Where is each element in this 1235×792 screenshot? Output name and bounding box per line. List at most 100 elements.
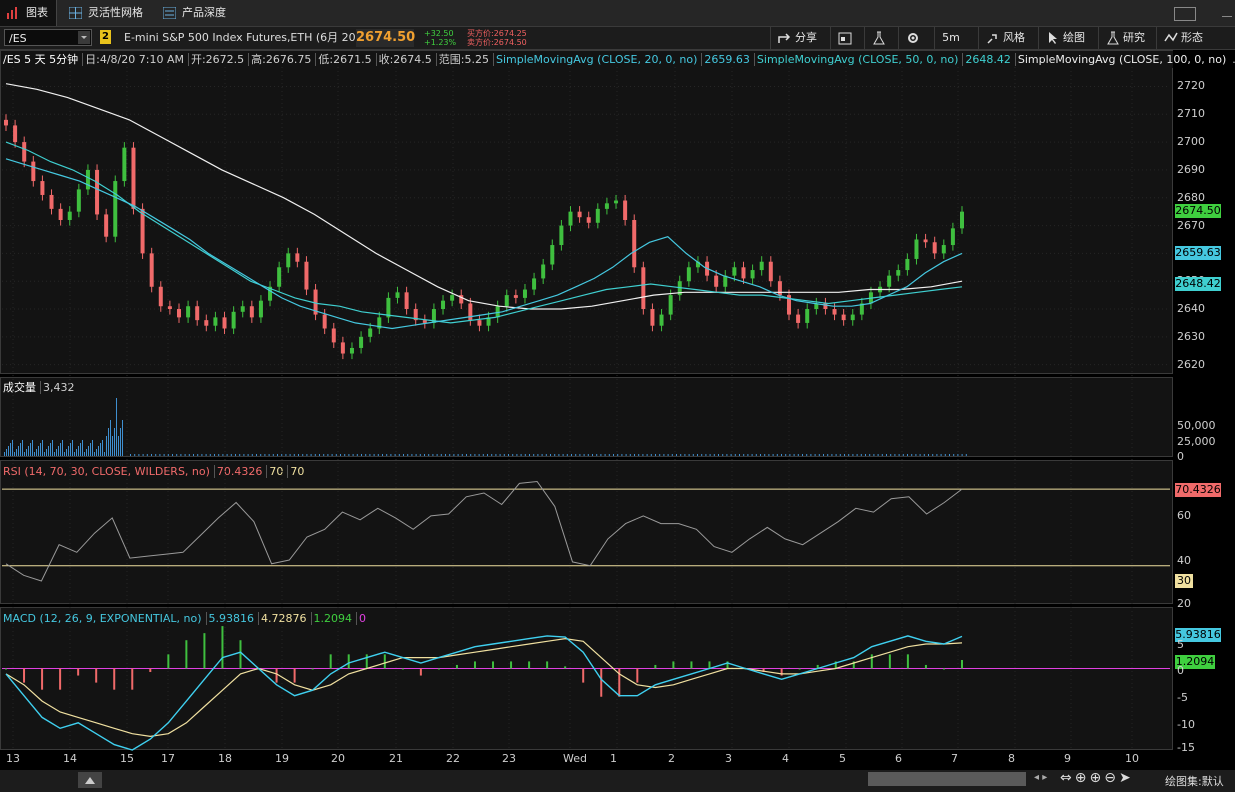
volume-bar [88, 446, 89, 456]
zoom-in-icon[interactable]: ⊕ [1089, 770, 1105, 786]
sma50-line [5, 141, 963, 324]
volume-bar [520, 454, 522, 456]
date-tick: 22 [446, 752, 460, 765]
macd-tick-neg15: -15 [1177, 741, 1195, 754]
macd-histogram-bar [347, 654, 350, 669]
volume-bar [314, 454, 316, 456]
volume-bar [655, 454, 656, 456]
more-studies[interactable]: .. [1230, 53, 1235, 66]
macd-histogram-bar [780, 668, 783, 676]
price-tick: 2630 [1177, 329, 1205, 343]
volume-bar [42, 440, 43, 456]
volume-bar [453, 454, 455, 456]
macd-histogram-bar [329, 654, 332, 669]
crosshair-icon[interactable]: ⊕ [1074, 770, 1090, 786]
volume-bar [32, 440, 33, 456]
volume-bar [235, 454, 236, 456]
rsi-label[interactable]: RSI (14, 70, 30, CLOSE, WILDERS, no) [3, 465, 210, 478]
macd-histogram-bar [293, 668, 296, 683]
minimize-icon[interactable] [1222, 16, 1232, 25]
volume-bar [508, 454, 509, 456]
volume-bar [608, 454, 610, 456]
bar-chart-icon [7, 7, 17, 19]
volume-bar [684, 454, 686, 456]
rsi-pane[interactable]: RSI (14, 70, 30, CLOSE, WILDERS, no) 70.4… [0, 460, 1173, 604]
studies-label: 研究 [1123, 31, 1145, 44]
rsi-tick-60: 60 [1177, 509, 1191, 522]
volume-bar [48, 446, 49, 456]
flask-button[interactable] [864, 27, 897, 49]
volume-bar [781, 454, 782, 456]
interval-button[interactable]: 5m [934, 27, 967, 49]
volume-bar [928, 454, 929, 456]
sma20-label[interactable]: SimpleMovingAvg (CLOSE, 20, 0, no) [492, 53, 700, 66]
candle-body [349, 347, 354, 354]
drawing-button[interactable]: 绘图 [1038, 27, 1109, 49]
horizontal-scrollbar[interactable] [868, 772, 1026, 786]
tab-product-depth[interactable]: 产品深度 [156, 0, 234, 26]
macd-histogram-bar [690, 661, 693, 669]
bar-close: 收:2674.5 [375, 53, 434, 66]
tab-flexible-grid[interactable]: 灵活性网格 [62, 0, 151, 26]
pan-icon[interactable]: ⇔ [1060, 770, 1075, 786]
volume-bar [52, 440, 53, 456]
volume-bar [848, 454, 850, 456]
candle-body [4, 119, 8, 126]
sma50-label[interactable]: SimpleMovingAvg (CLOSE, 50, 0, no) [753, 53, 961, 66]
candle-body [222, 317, 227, 329]
volume-bar [495, 454, 497, 456]
period-label: /ES 5 天 5分钟 [3, 53, 79, 66]
volume-bar [90, 443, 91, 456]
zoom-out-icon[interactable]: ⊖ [1104, 770, 1119, 786]
sma100-label[interactable]: SimpleMovingAvg (CLOSE, 100, 0, no) [1014, 53, 1229, 66]
scroll-arrows[interactable]: ◂ ▸ [1034, 772, 1048, 783]
volume-bar [310, 454, 312, 456]
rsi-tick-40: 40 [1177, 554, 1191, 567]
macd-tick-neg10: -10 [1177, 718, 1195, 731]
volume-bar [361, 454, 362, 456]
volume-bar [768, 454, 770, 456]
tab-chart[interactable]: 图表 [0, 0, 57, 26]
candle-body [131, 147, 136, 209]
macd-histogram-bar [419, 668, 422, 676]
volume-bar [751, 454, 753, 456]
macd-histogram-bar [618, 668, 621, 697]
volume-bar [415, 454, 417, 456]
macd-tick-0: 0 [1177, 664, 1184, 677]
link-group-badge[interactable]: 2 [100, 30, 111, 44]
macd-label[interactable]: MACD (12, 26, 9, EXPONENTIAL, no) [3, 612, 202, 625]
volume-bar [394, 454, 396, 456]
patterns-button[interactable]: 形态 [1156, 27, 1229, 49]
candle-body [49, 194, 54, 209]
date-tick: 15 [120, 752, 134, 765]
date-tick: 6 [895, 752, 902, 765]
calendar-button[interactable] [830, 27, 863, 49]
candle-body [759, 261, 764, 271]
rsi-line [5, 480, 963, 582]
drawing-set-label[interactable]: 绘图集:默认 [1165, 775, 1224, 788]
zoom-controls[interactable]: ⇔⊕⊕⊖➤ [1060, 770, 1134, 786]
maximize-icon[interactable] [1174, 7, 1196, 21]
cursor-icon[interactable]: ➤ [1118, 770, 1134, 786]
symbol-input[interactable]: /ES [4, 29, 92, 46]
studies-button[interactable]: 研究 [1098, 27, 1163, 49]
volume-bar [629, 454, 631, 456]
share-button[interactable]: 分享 [770, 27, 847, 49]
price-tick: 2720 [1177, 79, 1205, 93]
price-tick: 2670 [1177, 218, 1205, 232]
volume-pane[interactable]: 成交量 3,432 [0, 377, 1173, 457]
volume-bar [331, 454, 333, 456]
rsi-value: 70.4326 [213, 465, 265, 478]
volume-bar [24, 452, 25, 456]
style-button[interactable]: 风格 [978, 27, 1049, 49]
volume-bar [12, 440, 13, 456]
volume-bar [533, 454, 535, 456]
settings-button[interactable] [898, 27, 931, 49]
macd-pane[interactable]: MACD (12, 26, 9, EXPONENTIAL, no) 5.93816… [0, 607, 1173, 750]
chevron-down-icon[interactable] [78, 31, 90, 44]
macd-tick-5: 5 [1177, 638, 1184, 651]
volume-header: 成交量 3,432 [1, 379, 79, 396]
candle-body [814, 303, 819, 310]
collapse-button[interactable] [78, 772, 102, 788]
flask-icon [873, 31, 885, 45]
